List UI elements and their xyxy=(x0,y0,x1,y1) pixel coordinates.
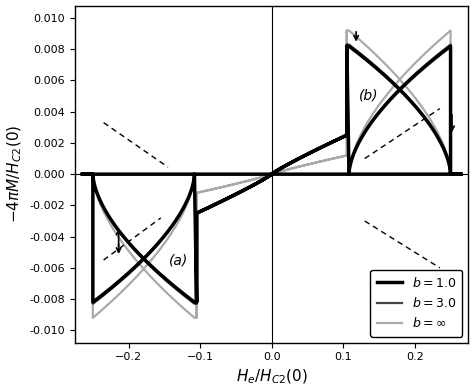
$b= 1.0$ xyxy=(346,44,352,49)
$b= \infty$ xyxy=(79,172,85,176)
$b= 3.0$ xyxy=(453,172,458,176)
$b= 1.0$ xyxy=(453,172,458,176)
$b= \infty$ xyxy=(194,316,200,320)
$b= \infty$ xyxy=(393,82,399,86)
$b= 1.0$ xyxy=(458,172,464,176)
$b= \infty$ xyxy=(458,172,464,176)
$b= 3.0$ xyxy=(102,292,108,296)
$b= 1.0$ xyxy=(430,58,436,63)
$b= 3.0$ xyxy=(393,90,399,95)
$b= 1.0$ xyxy=(79,172,85,176)
$b= 1.0$ xyxy=(102,290,108,295)
$b= 3.0$ xyxy=(194,301,200,306)
Line: $b= 1.0$: $b= 1.0$ xyxy=(82,46,461,302)
$b= 1.0$ xyxy=(167,226,173,231)
$b= \infty$ xyxy=(346,28,352,33)
$b= \infty$ xyxy=(167,233,173,238)
$b= \infty$ xyxy=(178,303,184,308)
Y-axis label: $-4\pi M/H_{C2}(0)$: $-4\pi M/H_{C2}(0)$ xyxy=(6,125,24,223)
Text: (a): (a) xyxy=(169,254,188,268)
$b= \infty$ xyxy=(430,44,436,49)
$b= 1.0$ xyxy=(178,289,184,294)
$b= 3.0$ xyxy=(458,172,464,176)
$b= 1.0$ xyxy=(393,91,399,96)
$b= \infty$ xyxy=(453,172,458,176)
Legend: $b= 1.0$, $b= 3.0$, $b= \infty$: $b= 1.0$, $b= 3.0$, $b= \infty$ xyxy=(370,270,462,336)
$b= 3.0$ xyxy=(346,42,352,47)
$b= 3.0$ xyxy=(178,291,184,296)
Line: $b= 3.0$: $b= 3.0$ xyxy=(82,45,461,304)
$b= 1.0$ xyxy=(194,300,200,305)
$b= \infty$ xyxy=(102,305,108,310)
Line: $b= \infty$: $b= \infty$ xyxy=(82,31,461,318)
Text: (b): (b) xyxy=(358,88,378,102)
$b= 3.0$ xyxy=(167,227,173,232)
$b= 3.0$ xyxy=(430,56,436,61)
X-axis label: $H_e/H_{C2}(0)$: $H_e/H_{C2}(0)$ xyxy=(236,368,308,387)
$b= 3.0$ xyxy=(79,172,85,176)
